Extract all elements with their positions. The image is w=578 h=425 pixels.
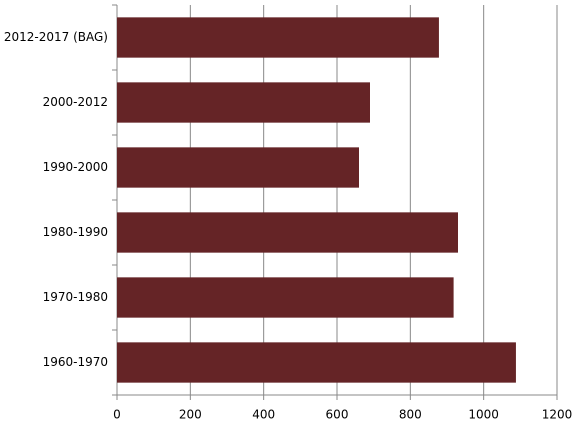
y-tick-label: 1990-2000 [43,160,108,174]
x-tick-label: 1200 [542,408,573,422]
y-tick-label: 1970-1980 [43,290,108,304]
bar [117,82,370,123]
y-tick-label: 2012-2017 (BAG) [4,30,108,44]
x-tick-label: 800 [399,408,422,422]
x-tick-label: 0 [113,408,121,422]
x-tick-label: 200 [179,408,202,422]
x-tick-label: 400 [252,408,275,422]
bar [117,277,454,318]
y-tick-label: 1980-1990 [43,225,108,239]
bar [117,147,359,188]
bar [117,342,516,383]
bar [117,212,458,253]
y-tick-label: 2000-2012 [43,95,108,109]
x-tick-label: 1000 [468,408,499,422]
x-tick-label: 600 [326,408,349,422]
bar [117,17,439,58]
y-tick-label: 1960-1970 [43,355,108,369]
